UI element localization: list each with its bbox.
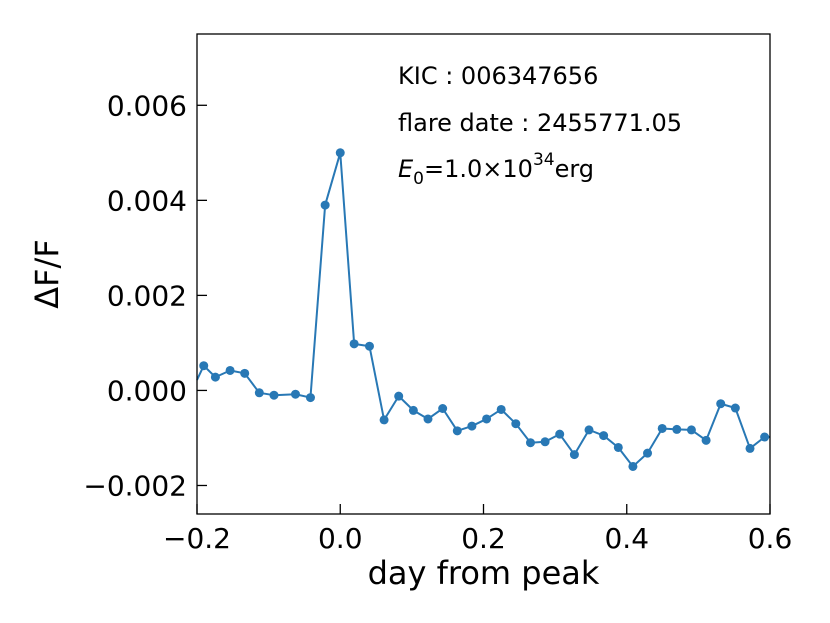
data-point [320, 200, 330, 210]
data-point [511, 419, 521, 429]
x-axis-title: day from peak [368, 554, 600, 592]
plot-frame [196, 33, 771, 515]
data-point [394, 391, 404, 401]
data-point [496, 404, 506, 414]
data-point [760, 432, 770, 442]
data-point [745, 443, 755, 453]
x-tick-label: −0.2 [163, 522, 231, 555]
data-point [225, 365, 235, 375]
energy-symbol: E [398, 155, 414, 183]
data-point [701, 435, 711, 445]
x-tick-label: 0.6 [748, 522, 793, 555]
data-point [467, 421, 477, 431]
data-point [599, 431, 609, 441]
annotation-energy: E0=1.0×1034erg [398, 150, 594, 189]
x-tick-label: 0.2 [461, 522, 506, 555]
data-point [657, 423, 667, 433]
data-point [379, 415, 389, 425]
energy-unit: erg [555, 155, 594, 183]
series-layer [196, 148, 770, 471]
data-point [569, 450, 579, 460]
data-point [364, 341, 374, 351]
data-point [305, 393, 315, 403]
energy-exponent: 34 [533, 150, 555, 170]
y-tick-label: 0.002 [107, 279, 187, 312]
data-point [613, 442, 623, 452]
data-point [199, 361, 209, 371]
data-point [349, 339, 359, 349]
y-axis-title: ΔF/F [28, 239, 66, 308]
annotation-flare-date: flare date : 2455771.05 [398, 109, 682, 137]
data-point [423, 414, 433, 424]
data-point [584, 425, 594, 435]
data-point [335, 148, 345, 158]
energy-mantissa: =1.0×10 [424, 155, 533, 183]
data-point [540, 437, 550, 447]
y-tick-label: 0.000 [107, 374, 187, 407]
x-tick-label: 0.4 [604, 522, 649, 555]
data-point [482, 414, 492, 424]
x-tick-label: 0.0 [318, 522, 363, 555]
y-tick-label: −0.002 [83, 469, 187, 502]
annotation-kic: KIC : 006347656 [398, 62, 598, 90]
data-point [290, 389, 300, 399]
data-point [555, 429, 565, 439]
data-point [730, 403, 740, 413]
energy-subscript: 0 [413, 169, 424, 189]
data-point [240, 368, 250, 378]
data-point [716, 399, 726, 409]
data-point [438, 403, 448, 413]
data-point [686, 425, 696, 435]
data-point [210, 372, 220, 382]
y-tick-label: 0.004 [107, 184, 187, 217]
data-point [525, 438, 535, 448]
data-point [452, 426, 462, 436]
data-point [672, 424, 682, 434]
data-point [628, 461, 638, 471]
data-point [254, 388, 264, 398]
data-point [408, 405, 418, 415]
ticks-layer: −0.2 0.0 0.2 0.4 0.6 −0.002 0.000 0.002 0.004 0.0… [83, 89, 792, 555]
data-point [643, 448, 653, 458]
data-point [269, 390, 279, 400]
y-tick-label: 0.006 [107, 89, 187, 122]
